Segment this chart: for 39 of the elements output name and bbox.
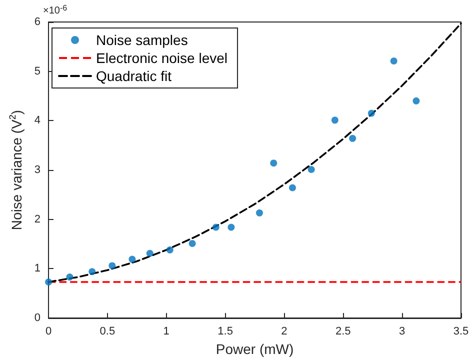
point — [412, 97, 420, 104]
y-tick-label: 6 — [34, 16, 41, 28]
y-tick-label: 2 — [34, 213, 41, 226]
y-axis-title: Noise variance (V2) — [8, 110, 24, 230]
point — [88, 268, 96, 276]
x-tick-label: 1.5 — [218, 326, 233, 338]
point — [256, 209, 263, 216]
x-tick-label: 3 — [399, 326, 406, 338]
point — [212, 224, 220, 231]
y-tick-label: 3 — [34, 164, 41, 176]
x-axis-title: Power (mW) — [216, 341, 294, 357]
point — [270, 160, 278, 167]
x-tick-label: 1 — [163, 326, 170, 338]
point — [66, 274, 74, 281]
point — [288, 184, 296, 192]
point — [146, 250, 154, 257]
x-tick-label: 0 — [45, 326, 52, 338]
legend-label: Electronic noise level — [96, 50, 228, 66]
x-tick-label: 2.5 — [336, 326, 351, 338]
x-tick-label: 0.5 — [100, 326, 116, 338]
point — [228, 224, 235, 231]
point — [349, 134, 356, 142]
point — [45, 278, 52, 286]
y-tick-label: 0 — [34, 312, 41, 324]
legend-label: Noise samples — [96, 32, 188, 48]
point — [368, 110, 375, 117]
point — [166, 246, 174, 254]
point — [128, 256, 136, 263]
y-tick-label: 1 — [34, 262, 41, 275]
x-tick-label: 3.5 — [453, 326, 469, 338]
point — [390, 57, 398, 64]
point — [331, 116, 338, 124]
legend-label: Quadratic fit — [96, 68, 172, 84]
point — [308, 166, 315, 174]
y-tick-label: 4 — [34, 114, 41, 127]
y-tick-label: 5 — [34, 65, 41, 78]
x-tick-label: 2 — [281, 326, 288, 338]
point — [188, 240, 196, 248]
point — [108, 262, 116, 270]
